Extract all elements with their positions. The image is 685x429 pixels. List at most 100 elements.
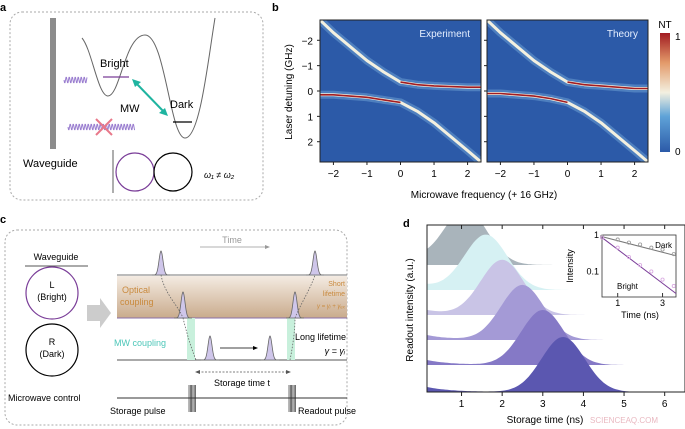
colorbar-title: NT	[658, 20, 671, 31]
short-lifetime-label-1: Short	[328, 281, 345, 288]
mw-arrow	[134, 81, 166, 114]
waveguide-label-c: Waveguide	[34, 252, 79, 262]
inset-x-label: Time (ns)	[621, 310, 659, 320]
x-tick-label: −2	[328, 169, 340, 180]
inset-point-bright	[600, 235, 605, 240]
optical-coupling-label-2: coupling	[120, 297, 154, 307]
light-pulse	[286, 291, 304, 319]
inset-point-dark	[615, 237, 620, 242]
colorbar-max: 1	[675, 32, 681, 43]
d-y-axis-label: Readout intensity (a.u.)	[405, 258, 416, 361]
l-mode-desc: (Bright)	[37, 292, 67, 302]
x-tick-label: 1	[598, 169, 604, 180]
y-tick-label: 1	[307, 112, 313, 123]
short-lifetime-label-2: lifetime	[323, 291, 345, 298]
watermark: SCIENCEAQ.COM	[590, 416, 658, 425]
branch-peak-lower	[487, 92, 568, 104]
readout-trace	[427, 337, 685, 392]
double-well-potential	[81, 17, 216, 139]
dark-label: Dark	[170, 99, 194, 111]
x-tick-label: −1	[361, 169, 373, 180]
mw-coupling-strip	[287, 318, 295, 360]
omega-relation: ω₁ ≠ ω₂	[204, 170, 235, 180]
d-x-tick-label: 5	[621, 399, 627, 410]
long-lifetime-label: Long lifetime	[295, 332, 346, 342]
storage-pulse-label: Storage pulse	[110, 406, 166, 416]
panel-c-label: c	[0, 214, 6, 226]
mw-coupling-strip	[187, 318, 195, 360]
long-lifetime-gamma: γ = γᵢ	[325, 346, 346, 356]
mw-label: MW	[120, 103, 140, 115]
optical-coupling-label-1: Optical	[122, 285, 150, 295]
transition-arrow-icon	[87, 298, 111, 328]
theory-title: Theory	[607, 29, 638, 40]
panel-a-label: a	[0, 2, 7, 14]
microwave-burst	[188, 385, 196, 412]
readout-trace	[427, 284, 685, 340]
inset-y-tick-label: 0.1	[586, 266, 599, 276]
bright-ring	[115, 152, 155, 192]
experiment-title: Experiment	[419, 29, 470, 40]
inset-point-dark	[626, 240, 631, 245]
microwave-burst	[288, 385, 296, 412]
inset-point-bright	[638, 263, 643, 268]
bright-label: Bright	[100, 58, 129, 70]
storage-arrowhead-icon	[253, 346, 258, 350]
y-tick-label: −1	[302, 62, 314, 73]
branch-peak-upper	[567, 81, 648, 90]
readout-trace	[427, 310, 685, 365]
inset-point-bright	[626, 254, 631, 259]
panel-b-label: b	[272, 2, 279, 14]
l-mode-label: L	[49, 280, 54, 290]
y-tick-label: 0	[307, 87, 313, 98]
d-x-tick-label: 2	[499, 399, 505, 410]
branch-peak-lower	[320, 94, 401, 104]
x-tick-label: 0	[398, 169, 404, 180]
r-mode-label: R	[49, 337, 56, 347]
x-tick-label: 0	[565, 169, 571, 180]
panel-a-frame	[9, 11, 264, 201]
x-tick-label: −1	[528, 169, 540, 180]
inset-y-label: Intensity	[565, 249, 575, 283]
time-label: Time	[222, 235, 242, 245]
d-x-tick-label: 1	[459, 399, 465, 410]
d-plot-frame	[426, 224, 685, 393]
light-pulse	[174, 291, 192, 319]
d-x-tick-label: 4	[581, 399, 587, 410]
mw-arrowhead-icon	[159, 108, 168, 116]
x-axis-label: Microwave frequency (+ 16 GHz)	[411, 190, 557, 201]
d-x-axis-label: Storage time (ns)	[507, 415, 584, 426]
dark-ring	[153, 152, 193, 192]
arrowhead-left-icon	[195, 370, 200, 374]
d-x-tick-label: 6	[662, 399, 668, 410]
inset-dark-label: Dark	[655, 241, 673, 250]
time-arrowhead-icon	[265, 245, 270, 249]
inset-point-bright	[660, 277, 665, 282]
inset-fit-bright	[601, 237, 677, 294]
light-pulse	[306, 250, 324, 276]
x-tick-label: −2	[495, 169, 507, 180]
d-x-tick-label: 3	[540, 399, 546, 410]
inset-point-dark	[638, 242, 643, 247]
readout-pulse-label: Readout pulse	[298, 406, 356, 416]
panel-d-label: d	[403, 218, 410, 230]
r-mode-desc: (Dark)	[40, 349, 65, 359]
inset-y-tick-label: 1	[594, 230, 599, 240]
microwave-control-label: Microwave control	[8, 393, 81, 403]
storage-time-label: Storage time t	[214, 378, 271, 388]
inset-bright-label: Bright	[617, 282, 639, 291]
light-pulse	[152, 250, 170, 276]
light-pulse	[261, 335, 279, 361]
inset-fit-dark	[601, 236, 677, 257]
inset-point-dark	[671, 252, 676, 257]
l-ring	[25, 266, 79, 320]
colorbar	[660, 33, 670, 152]
y-axis-label: Laser detuning (GHz)	[284, 44, 295, 140]
optical-coupling-band	[117, 276, 347, 318]
waveguide-bar	[50, 18, 56, 149]
x-tick-label: 2	[632, 169, 638, 180]
mw-arrowhead-icon	[132, 79, 141, 87]
colorbar-min: 0	[675, 147, 681, 158]
